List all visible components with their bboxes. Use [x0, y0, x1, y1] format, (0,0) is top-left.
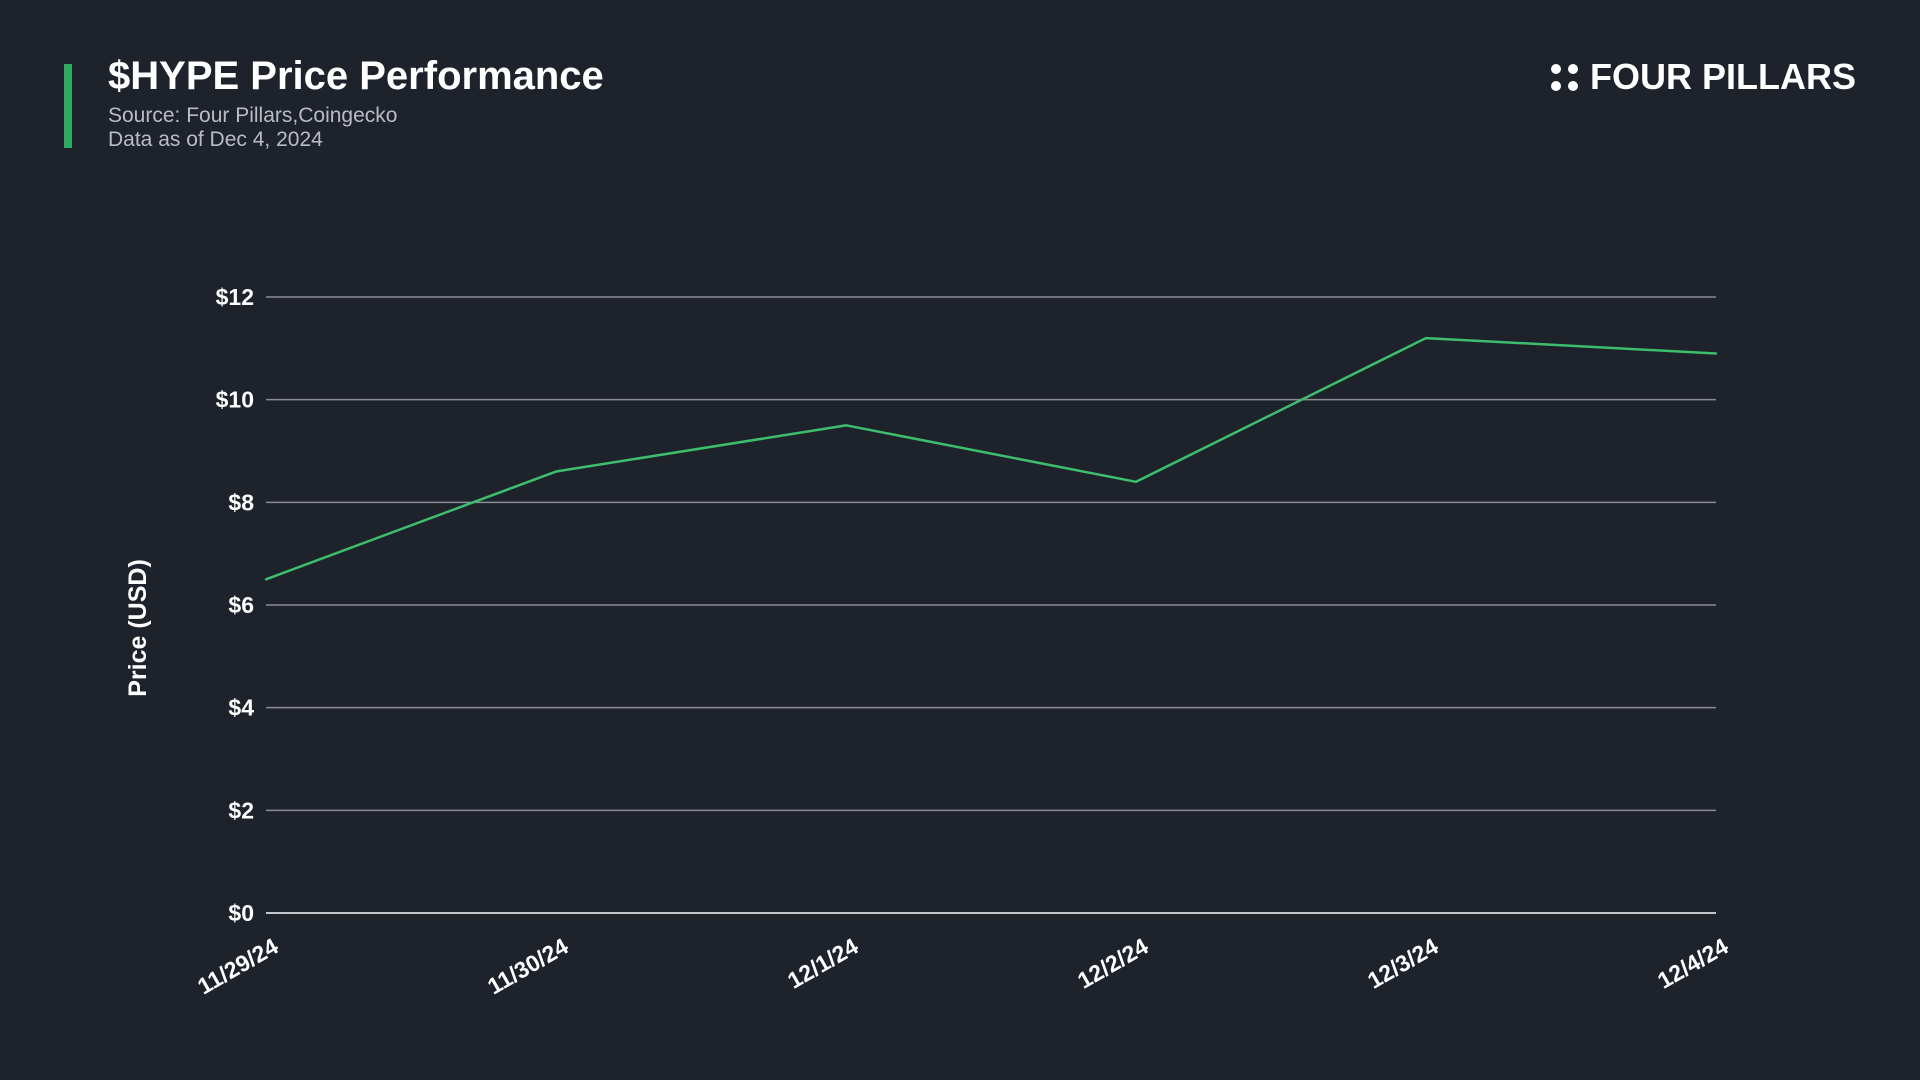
page-title: $HYPE Price Performance	[108, 54, 604, 98]
data-point	[554, 470, 558, 473]
brand-name: FOUR PILLARS	[1590, 56, 1856, 97]
grid-lines	[266, 296, 1716, 914]
y-axis-ticks: $0 $2 $4 $6 $8 $10 $12	[216, 284, 255, 926]
data-point	[1714, 352, 1718, 355]
y-tick-label: $6	[228, 592, 254, 618]
four-dots-icon	[1551, 63, 1578, 91]
y-tick-label: $10	[216, 387, 254, 413]
x-tick-label: 12/4/24	[1653, 933, 1733, 994]
y-tick-label: $0	[228, 900, 254, 926]
data-point	[1134, 480, 1138, 483]
x-axis-ticks: 11/29/24 11/30/24 12/1/24 12/2/24 12/3/24 12/…	[193, 933, 1733, 1000]
series-layer	[264, 336, 1718, 581]
price-series-line	[265, 336, 1717, 581]
y-tick-label: $4	[228, 695, 254, 721]
x-tick-label: 11/30/24	[483, 933, 573, 1000]
brand-logo: FOUR PILLARS	[1551, 56, 1856, 98]
y-tick-label: $8	[228, 489, 254, 515]
source-note: Source: Four Pillars,Coingecko	[108, 104, 398, 127]
y-axis-title: Price (USD)	[124, 559, 152, 697]
data-point	[844, 424, 848, 427]
data-point	[1424, 336, 1428, 340]
y-tick-label: $12	[216, 284, 254, 310]
title-accent-bar	[64, 64, 72, 148]
x-tick-label: 12/2/24	[1073, 933, 1153, 994]
data-date-note: Data as of Dec 4, 2024	[108, 128, 323, 151]
data-point	[264, 578, 268, 581]
x-tick-label: 12/1/24	[783, 933, 863, 994]
x-tick-label: 11/29/24	[193, 933, 283, 1000]
x-tick-label: 12/3/24	[1363, 933, 1443, 994]
y-tick-label: $2	[228, 797, 254, 823]
